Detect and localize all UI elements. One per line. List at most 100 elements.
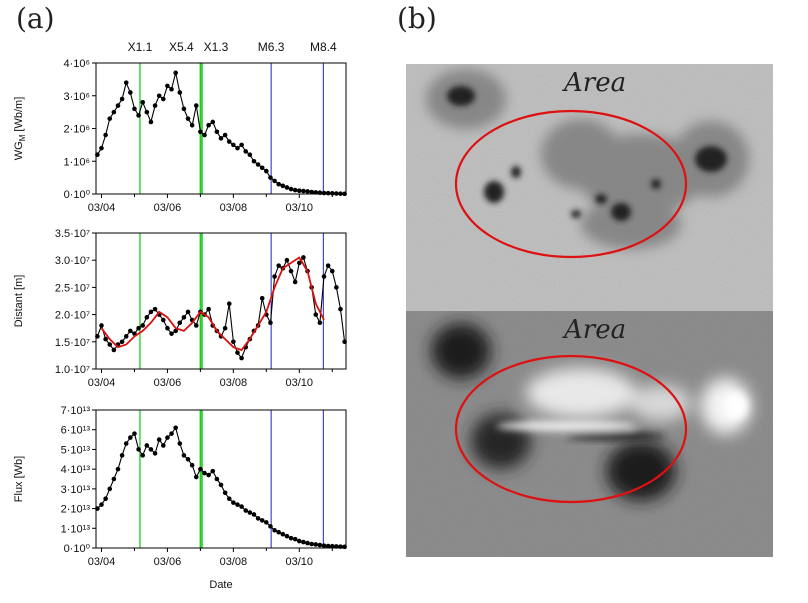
data-point xyxy=(288,186,294,192)
data-point xyxy=(259,165,265,171)
plot-frame xyxy=(95,62,347,195)
x-tick-label: 03/04 xyxy=(88,377,116,389)
data-point xyxy=(321,543,327,548)
panel-b-label: (b) xyxy=(397,2,437,35)
data-point xyxy=(226,496,232,502)
data-point xyxy=(325,543,331,549)
data-point xyxy=(292,279,298,285)
data-point xyxy=(202,132,207,138)
data-point xyxy=(169,86,174,92)
data-point xyxy=(140,453,146,458)
data-point xyxy=(115,466,121,472)
data-point xyxy=(103,132,108,138)
data-point xyxy=(301,255,306,260)
x-axis-label: Date xyxy=(209,579,232,591)
data-point xyxy=(206,306,211,312)
data-point xyxy=(226,139,232,144)
data-point xyxy=(235,502,240,507)
data-point xyxy=(148,447,154,452)
data-point xyxy=(136,113,141,118)
y-axis-label: WGM [Wb/m] xyxy=(13,97,27,161)
flare-label: M6.3 xyxy=(258,40,285,54)
data-point xyxy=(161,443,166,448)
area-label-bottom: Area xyxy=(564,315,627,345)
data-point xyxy=(156,93,162,99)
data-point xyxy=(292,187,298,193)
data-point xyxy=(251,512,257,517)
x-tick-label: 03/06 xyxy=(154,556,182,568)
plot-frame xyxy=(95,409,347,549)
data-point xyxy=(334,285,339,290)
data-point xyxy=(214,129,220,135)
x-tick-label: 03/10 xyxy=(286,556,314,568)
data-point xyxy=(193,474,199,480)
y-tick-label: 2.5·10⁷ xyxy=(55,282,90,294)
data-point xyxy=(206,472,211,478)
x-tick-label: 03/06 xyxy=(154,202,182,214)
data-point xyxy=(123,334,129,339)
data-point xyxy=(272,527,277,533)
data-point xyxy=(284,185,290,190)
data-point xyxy=(329,543,335,549)
data-point xyxy=(276,529,281,535)
x-tick-label: 03/10 xyxy=(286,377,314,389)
data-point xyxy=(115,103,121,108)
y-tick-label: 0·10⁰ xyxy=(64,543,91,555)
y-tick-label: 2·10¹³ xyxy=(61,504,91,516)
data-point xyxy=(148,309,154,315)
data-point xyxy=(222,325,228,331)
data-point xyxy=(136,447,141,452)
data-point xyxy=(313,312,319,317)
series-line xyxy=(100,256,325,352)
data-point xyxy=(144,315,150,320)
flare-label: M8.4 xyxy=(310,40,337,54)
data-point xyxy=(198,466,203,472)
data-point xyxy=(313,542,319,547)
data-point xyxy=(161,96,166,102)
area-ellipse-bottom xyxy=(454,354,688,504)
y-axis-label: Distant [m] xyxy=(13,275,25,328)
data-point xyxy=(152,451,158,456)
data-point xyxy=(99,323,104,328)
data-point xyxy=(165,325,170,331)
x-tick-label: 03/08 xyxy=(220,202,248,214)
data-point xyxy=(231,500,236,505)
y-tick-label: 2.0·10⁷ xyxy=(55,310,90,322)
data-point xyxy=(193,323,199,328)
data-point xyxy=(321,190,327,196)
y-tick-label: 3.0·10⁷ xyxy=(55,255,90,267)
data-point xyxy=(111,476,117,482)
data-point xyxy=(185,456,191,462)
x-tick-label: 03/08 xyxy=(220,556,248,568)
data-point xyxy=(243,508,249,513)
plot-frame xyxy=(95,232,347,370)
data-point xyxy=(210,468,216,474)
data-point xyxy=(185,309,191,315)
data-point xyxy=(181,106,187,112)
y-tick-label: 3·10¹³ xyxy=(61,484,91,496)
y-tick-label: 4·10¹³ xyxy=(61,464,91,476)
data-point xyxy=(181,315,187,320)
data-point xyxy=(309,189,314,195)
data-point xyxy=(173,70,178,76)
data-point xyxy=(193,103,199,108)
data-point xyxy=(301,188,306,194)
series-line xyxy=(96,72,345,195)
data-point xyxy=(210,119,216,125)
data-point xyxy=(272,178,277,184)
data-point xyxy=(239,504,244,509)
data-point xyxy=(123,80,129,85)
data-point xyxy=(296,260,302,266)
data-point xyxy=(152,103,158,108)
data-point xyxy=(165,83,170,89)
data-point xyxy=(173,425,178,431)
chart-panels: X1.1 X5.4 X1.3 M6.3 M8.4 0·10⁰ 1·10⁶ 2·10⁶ 3·10⁶… xyxy=(13,40,347,591)
data-point xyxy=(165,435,170,440)
y-tick-label: 3.5·10⁷ xyxy=(55,228,90,240)
y-tick-label: 0·10⁰ xyxy=(64,189,91,201)
data-point xyxy=(231,142,236,148)
data-point xyxy=(107,342,113,347)
data-point xyxy=(189,462,195,468)
x-tick-label: 03/10 xyxy=(286,202,314,214)
data-point xyxy=(128,435,133,440)
